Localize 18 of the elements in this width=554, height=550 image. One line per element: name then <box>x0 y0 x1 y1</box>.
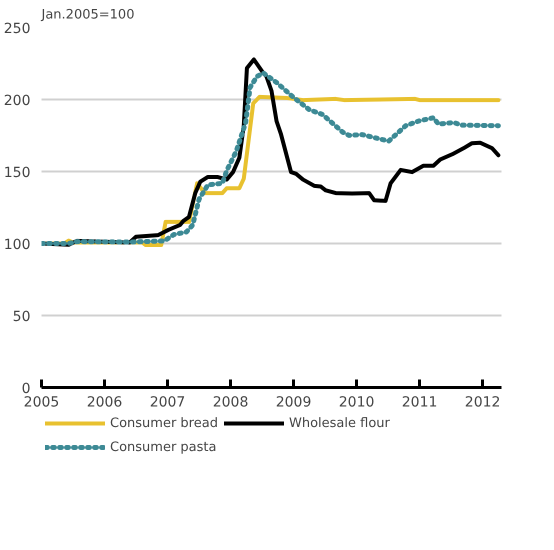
y-axis-title: Jan.2005=100 <box>40 8 134 22</box>
x-tick-label: 2007 <box>150 394 186 410</box>
y-tick-label: 200 <box>4 93 31 109</box>
y-tick-label: 0 <box>22 381 31 397</box>
x-tick-label: 2009 <box>276 394 312 410</box>
legend-label: Consumer pasta <box>110 440 218 454</box>
legend-label: Consumer bread <box>110 416 219 430</box>
x-tick-label: 2011 <box>402 394 438 410</box>
legend-label: Wholesale flour <box>289 416 391 430</box>
y-tick-label: 100 <box>4 237 31 253</box>
y-tick-label: 50 <box>12 309 31 325</box>
x-tick-label: 2006 <box>86 394 122 410</box>
x-tick-label: 2012 <box>464 394 500 410</box>
y-tick-label: 250 <box>4 21 31 37</box>
y-tick-label: 150 <box>4 165 31 181</box>
x-tick-label: 2008 <box>212 394 248 410</box>
x-tick-label: 2010 <box>338 394 374 410</box>
x-tick-label: 2005 <box>24 394 60 410</box>
